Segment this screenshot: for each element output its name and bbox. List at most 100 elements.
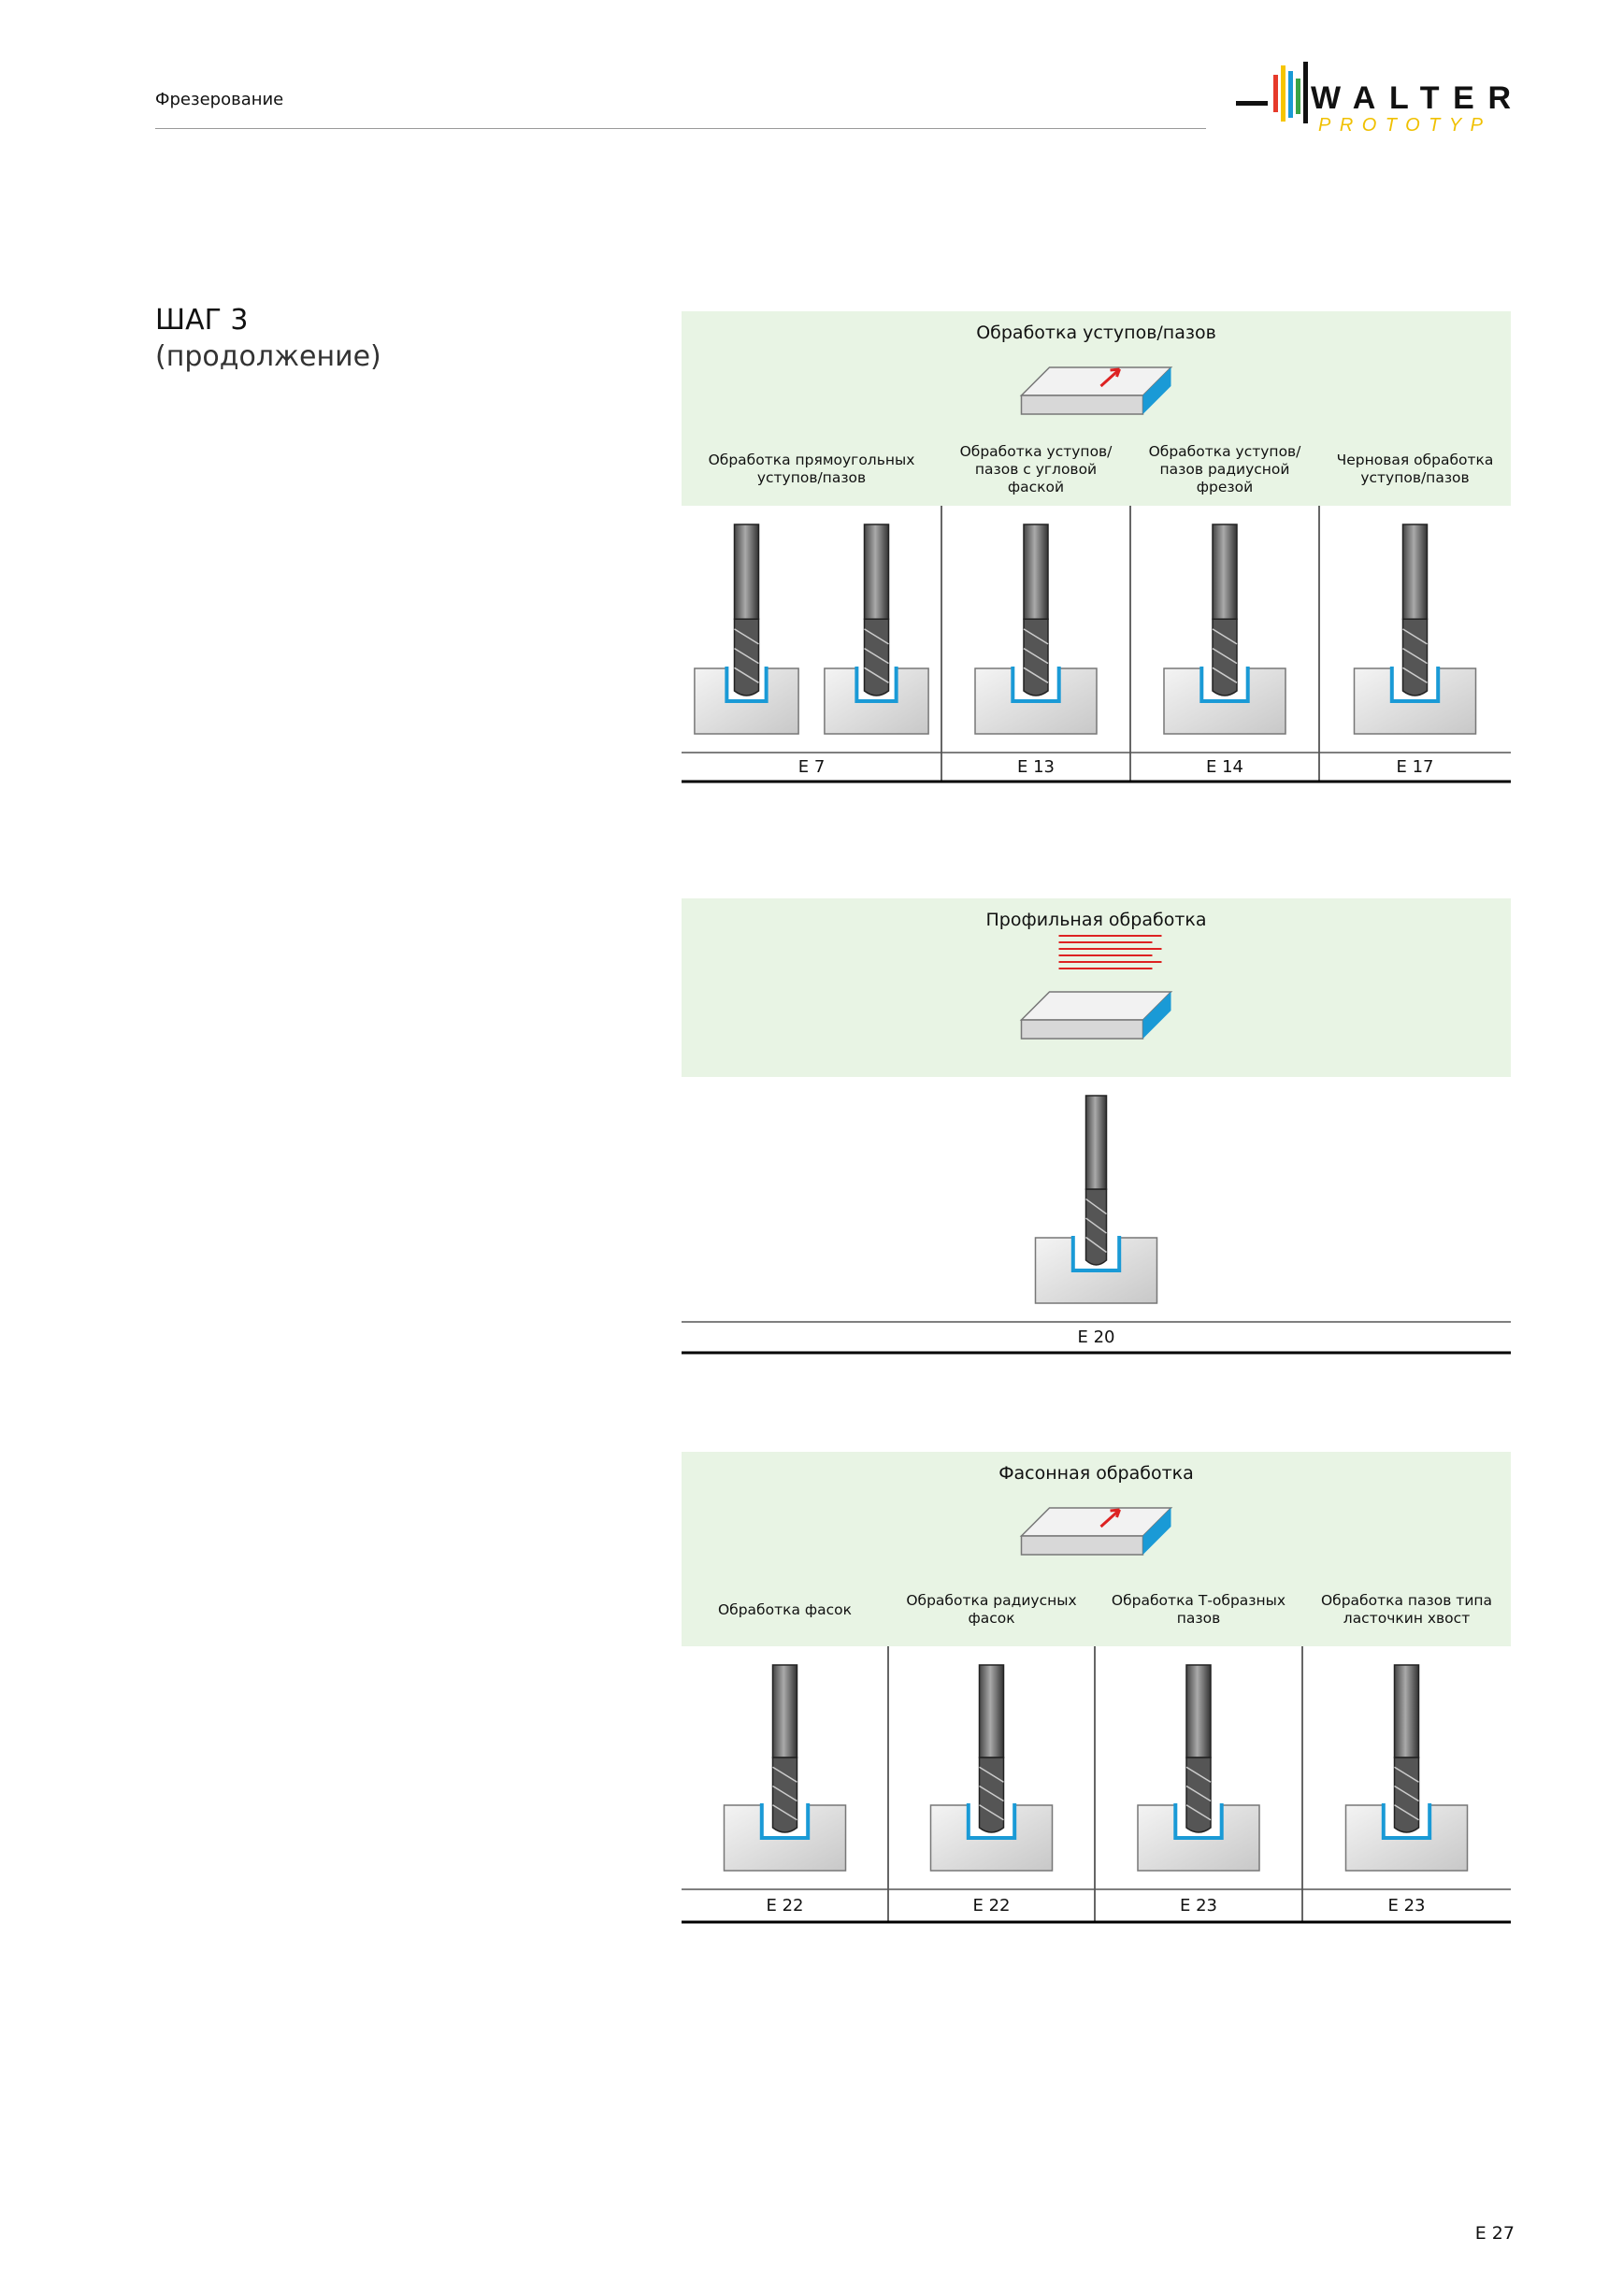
column-label: Черновая обработка уступов/пазов xyxy=(1336,452,1494,486)
column-label: Обработка прямоугольных уступов/пазов xyxy=(708,452,915,486)
tool-shank xyxy=(978,1664,1005,1758)
tool-code: E 20 xyxy=(1077,1327,1115,1347)
icon-path xyxy=(1058,935,1162,943)
machined-edge xyxy=(1199,667,1250,703)
flute-line xyxy=(1394,1804,1419,1821)
tool-code: E 23 xyxy=(1387,1896,1426,1916)
tool-flutes xyxy=(1084,1188,1108,1266)
flute-line xyxy=(772,1785,797,1802)
flute-line xyxy=(979,1766,1004,1783)
machined-edge xyxy=(1173,1803,1224,1840)
machined-edge xyxy=(725,667,768,703)
tool-shank xyxy=(1084,1095,1108,1190)
flute-line xyxy=(864,667,889,683)
flute-line xyxy=(1212,647,1238,665)
column-label: Обработка уступов/ пазов с угловой фаско… xyxy=(959,442,1113,495)
tool-code: E 7 xyxy=(797,757,826,777)
tool-shank xyxy=(1401,524,1429,620)
tool-flutes xyxy=(1185,1757,1212,1833)
flute-line xyxy=(979,1785,1004,1802)
column-label: Обработка радиусных фасок xyxy=(906,1592,1077,1627)
section-title: Фасонная обработка xyxy=(998,1463,1194,1484)
tool-shank xyxy=(1393,1664,1420,1758)
section-title: Профильная обработка xyxy=(985,910,1207,930)
step-subtitle: (продолжение) xyxy=(155,340,381,373)
step-title: ШАГ 3 xyxy=(155,304,249,337)
flute-line xyxy=(1085,1198,1107,1215)
tool-flutes xyxy=(1023,618,1049,696)
flute-line xyxy=(1212,667,1238,683)
flute-line xyxy=(772,1766,797,1783)
flute-line xyxy=(1185,1766,1212,1783)
machined-edge xyxy=(855,667,898,703)
column-label: Обработка Т-образных пазов xyxy=(1111,1592,1286,1627)
tool-flutes xyxy=(733,618,760,696)
flute-line xyxy=(1402,647,1428,665)
flute-line xyxy=(1394,1785,1419,1802)
flute-line xyxy=(1402,628,1428,645)
tool-code: E 22 xyxy=(766,1896,804,1916)
machined-edge xyxy=(759,1803,811,1840)
tool-shank xyxy=(733,524,760,620)
flute-line xyxy=(1185,1804,1212,1821)
tool-flutes xyxy=(1212,618,1238,696)
logo-brand: WALTER xyxy=(1311,80,1511,116)
tool-code: E 17 xyxy=(1396,757,1434,777)
tool-code: E 22 xyxy=(972,1896,1011,1916)
tool-shank xyxy=(771,1664,798,1758)
column-label: Обработка фасок xyxy=(717,1600,853,1618)
tool-flutes xyxy=(1401,618,1429,696)
tool-shank xyxy=(863,524,890,620)
section-header xyxy=(682,898,1511,1077)
tool-shank xyxy=(1023,524,1049,620)
machined-edge xyxy=(966,1803,1017,1840)
header-rule xyxy=(155,128,1206,129)
logo: WALTER PROTOTYP xyxy=(1236,62,1511,136)
icon-arrow xyxy=(1099,1508,1121,1528)
machined-edge xyxy=(1011,667,1061,703)
flute-line xyxy=(864,647,889,665)
icon-block-front xyxy=(1020,1535,1144,1556)
section-title: Обработка уступов/пазов xyxy=(976,323,1216,343)
flute-line xyxy=(1085,1236,1107,1254)
header-title: Фрезерование xyxy=(155,90,284,109)
logo-sub: PROTOTYP xyxy=(1318,115,1484,136)
icon-block-front xyxy=(1020,395,1144,415)
icon-block-front xyxy=(1020,1019,1144,1040)
flute-line xyxy=(734,628,759,645)
machined-edge xyxy=(1389,667,1441,703)
machined-edge xyxy=(1381,1803,1432,1840)
flute-line xyxy=(1394,1766,1419,1783)
flute-line xyxy=(1023,667,1049,683)
tool-flutes xyxy=(978,1757,1005,1833)
tool-code: E 13 xyxy=(1017,757,1055,777)
tool-shank xyxy=(1185,1664,1212,1758)
icon-edge xyxy=(1142,992,1171,1039)
flute-line xyxy=(1023,628,1049,645)
icon-arrow xyxy=(1099,367,1121,388)
icon-path xyxy=(1058,948,1162,956)
tool-shank xyxy=(1212,524,1238,620)
flute-line xyxy=(734,647,759,665)
flute-line xyxy=(734,667,759,683)
icon-edge xyxy=(1142,367,1171,414)
machined-edge xyxy=(1070,1236,1122,1272)
tool-flutes xyxy=(771,1757,798,1833)
flute-line xyxy=(1085,1217,1107,1234)
flute-line xyxy=(1185,1785,1212,1802)
icon-edge xyxy=(1142,1508,1171,1555)
tool-flutes xyxy=(863,618,890,696)
column-label: Обработка уступов/ пазов радиусной фрезо… xyxy=(1148,442,1301,495)
flute-line xyxy=(864,628,889,645)
column-label: Обработка пазов типа ласточкин хвост xyxy=(1320,1592,1493,1627)
flute-line xyxy=(1402,667,1428,683)
icon-path xyxy=(1058,961,1162,969)
flute-line xyxy=(1212,628,1238,645)
flute-line xyxy=(1023,647,1049,665)
flute-line xyxy=(979,1804,1004,1821)
tool-flutes xyxy=(1393,1757,1420,1833)
flute-line xyxy=(772,1804,797,1821)
tool-code: E 14 xyxy=(1206,757,1243,777)
